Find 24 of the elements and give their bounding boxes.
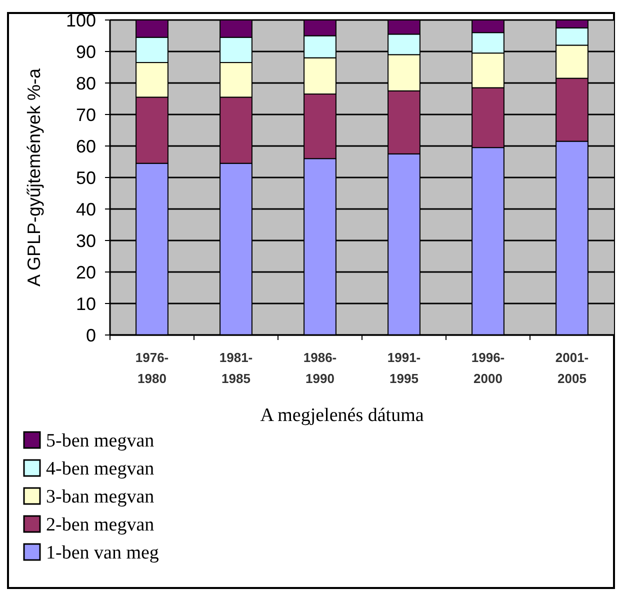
x-tick-label: 1976-1980 [135,350,169,386]
legend-label: 2-ben megvan [46,514,155,536]
y-axis-title: A GPLP-gyűjtemények %-a [24,67,44,287]
y-tick-label: 90 [76,42,96,62]
x-tick-label: 1996-2000 [471,350,505,386]
legend-label: 5-ben megvan [46,430,155,452]
x-axis-title: A megjelenés dátuma [260,405,424,426]
y-tick-label: 30 [76,230,96,251]
x-tick-label: 1986-1990 [303,350,337,386]
x-tick-label: 1981-1985 [219,350,253,386]
y-tick-label: 50 [76,168,96,188]
legend-label: 4-ben megvan [46,458,155,480]
y-tick-label: 10 [76,294,96,314]
y-tick-label: 20 [76,262,96,282]
y-tick-label: 80 [76,73,96,94]
legend-label: 3-ban megvan [46,486,155,508]
y-tick-label: 60 [76,136,96,156]
y-tick-label: 70 [76,104,96,125]
y-tick-label: 100 [66,10,96,30]
y-tick-label: 0 [86,325,96,346]
x-tick-label: 1991-1995 [387,350,421,386]
x-tick-label: 2001-2005 [555,350,589,386]
legend-label: 1-ben van meg [46,542,160,564]
y-tick-label: 40 [76,199,96,220]
